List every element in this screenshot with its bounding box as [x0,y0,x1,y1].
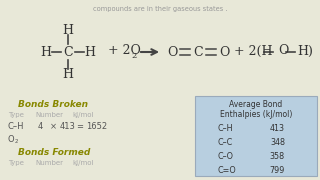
Text: 2: 2 [131,52,136,60]
Text: C–C: C–C [217,138,232,147]
Text: kJ/mol: kJ/mol [72,160,93,166]
Text: 358: 358 [270,152,285,161]
Text: 799: 799 [270,166,285,175]
Text: H: H [62,68,74,80]
Text: Number: Number [35,160,63,166]
Text: compounds are in their gaseous states .: compounds are in their gaseous states . [93,6,227,12]
Text: 413: 413 [270,124,285,133]
Text: H: H [41,46,52,58]
Text: O: O [219,46,229,58]
Text: 348: 348 [270,138,285,147]
Text: Number: Number [35,112,63,118]
Text: O: O [278,44,288,57]
Text: kJ/mol: kJ/mol [72,112,93,118]
Text: C–H: C–H [217,124,233,133]
Text: + 2O: + 2O [108,44,141,57]
Text: H: H [84,46,95,58]
Text: C=O: C=O [217,166,236,175]
Text: 1652: 1652 [86,122,107,131]
Text: Average Bond: Average Bond [229,100,283,109]
Text: C–H: C–H [8,122,25,131]
Text: =: = [76,122,83,131]
Text: 4: 4 [38,122,43,131]
Text: 413: 413 [60,122,76,131]
FancyBboxPatch shape [195,96,317,176]
Text: ×: × [50,122,57,131]
Text: Type: Type [8,112,24,118]
Text: Type: Type [8,160,24,166]
Text: + 2(H: + 2(H [234,44,273,57]
Text: 2: 2 [15,139,19,144]
Text: Bonds Broken: Bonds Broken [18,100,88,109]
Text: Bonds Formed: Bonds Formed [18,148,90,157]
Text: H: H [62,24,74,37]
Text: C: C [193,46,203,58]
Text: Enthalpies (kJ/mol): Enthalpies (kJ/mol) [220,110,292,119]
Text: O: O [167,46,177,58]
Text: O: O [8,135,15,144]
Text: H): H) [297,44,313,57]
Text: C: C [63,46,73,58]
Text: C–O: C–O [217,152,233,161]
